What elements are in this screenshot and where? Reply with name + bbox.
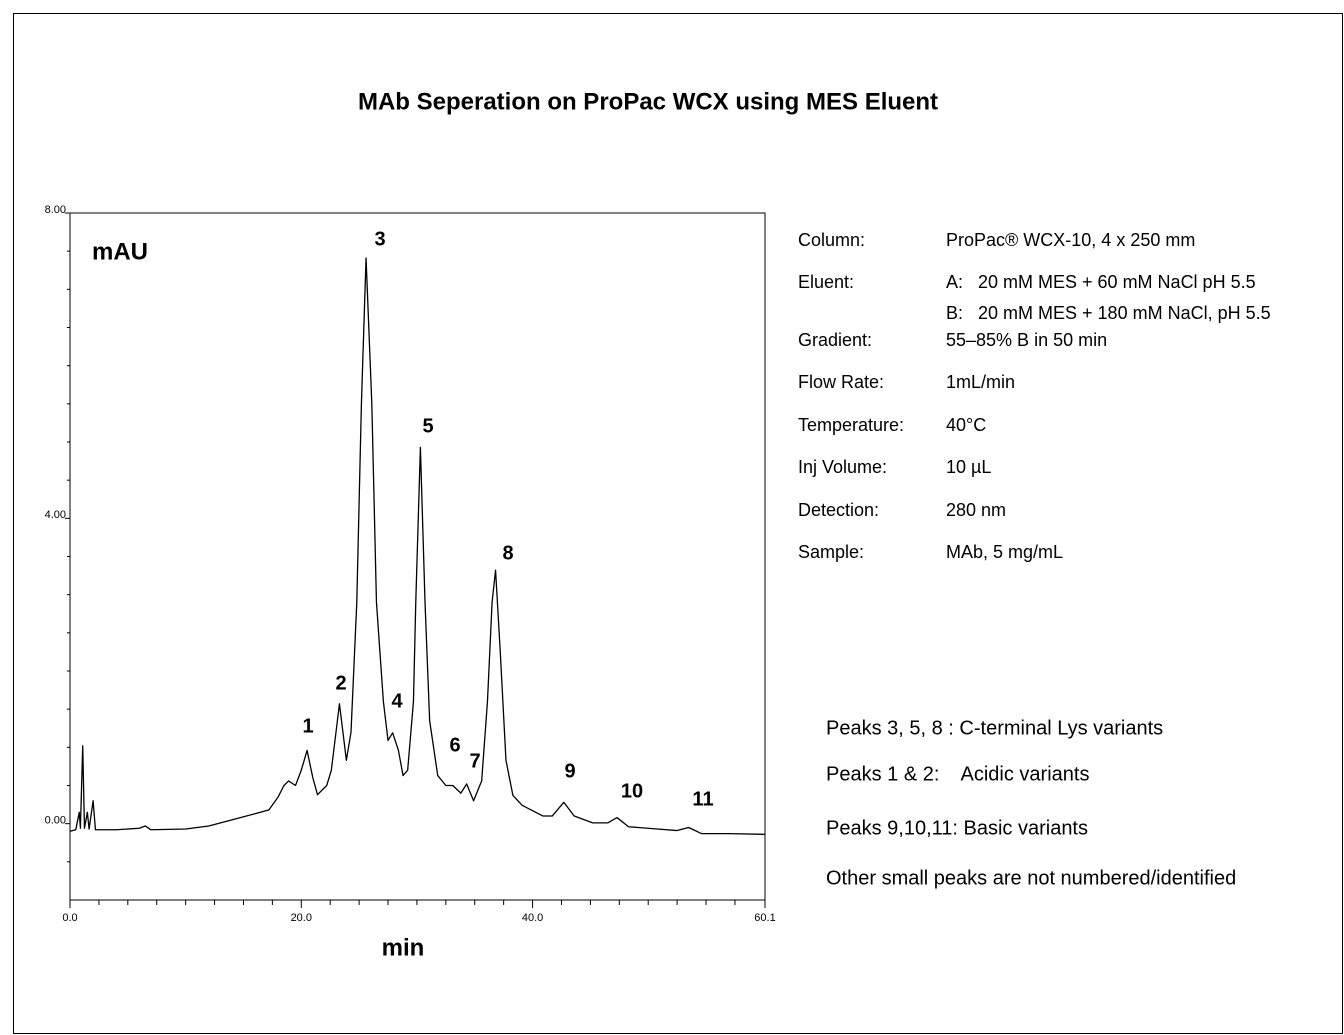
x-tick-label: 40.0 — [522, 912, 543, 924]
condition-value: B: 20 mM MES + 180 mM NaCl, pH 5.5 — [946, 303, 1271, 323]
peak-label: 8 — [502, 542, 513, 564]
condition-label: Temperature: — [798, 415, 904, 435]
condition-label: Detection: — [798, 500, 879, 520]
x-axis-label: min — [382, 934, 425, 961]
condition-label: Gradient: — [798, 330, 872, 350]
x-tick-label: 0.0 — [62, 912, 77, 924]
trace — [69, 257, 766, 835]
peak-label: 1 — [302, 715, 313, 737]
peak-label: 9 — [564, 760, 575, 782]
peak-label: 6 — [449, 734, 460, 756]
peak-label: 4 — [391, 690, 403, 712]
condition-label: Sample: — [798, 542, 864, 562]
condition-value: 10 µL — [946, 457, 991, 477]
y-tick-label: 0.00 — [45, 815, 66, 827]
x-tick-label: 60.1 — [754, 912, 775, 924]
condition-label: Eluent: — [798, 272, 854, 292]
chart-title: MAb Seperation on ProPac WCX using MES E… — [358, 88, 938, 115]
condition-label: Flow Rate: — [798, 372, 884, 392]
note: Peaks 9,10,11: Basic variants — [826, 817, 1088, 839]
condition-value: A: 20 mM MES + 60 mM NaCl pH 5.5 — [946, 272, 1256, 292]
frame — [13, 13, 1343, 1034]
condition-value: 1mL/min — [946, 372, 1015, 392]
note: Peaks 3, 5, 8 : C-terminal Lys variants — [826, 717, 1163, 739]
condition-value: 40°C — [946, 415, 986, 435]
peak-label: 11 — [692, 788, 713, 810]
condition-label: Column: — [798, 230, 865, 250]
note: Other small peaks are not numbered/ident… — [826, 867, 1236, 889]
x-tick-label: 20.0 — [291, 912, 312, 924]
peak-label: 2 — [335, 672, 346, 694]
condition-value: MAb, 5 mg/mL — [946, 542, 1063, 562]
condition-value: 280 nm — [946, 500, 1006, 520]
condition-value: ProPac® WCX-10, 4 x 250 mm — [946, 230, 1195, 250]
peak-label: 10 — [621, 780, 643, 802]
condition-label: Inj Volume: — [798, 457, 887, 477]
peak-label: 7 — [469, 750, 480, 772]
y-axis-label: mAU — [92, 238, 148, 265]
note: Peaks 1 & 2: Acidic variants — [826, 763, 1089, 785]
y-tick-label: 8.00 — [45, 204, 66, 216]
peak-label: 5 — [422, 415, 433, 437]
peak-label: 3 — [374, 228, 385, 250]
y-tick-label: 4.00 — [45, 509, 66, 521]
condition-value: 55–85% B in 50 min — [946, 330, 1107, 350]
